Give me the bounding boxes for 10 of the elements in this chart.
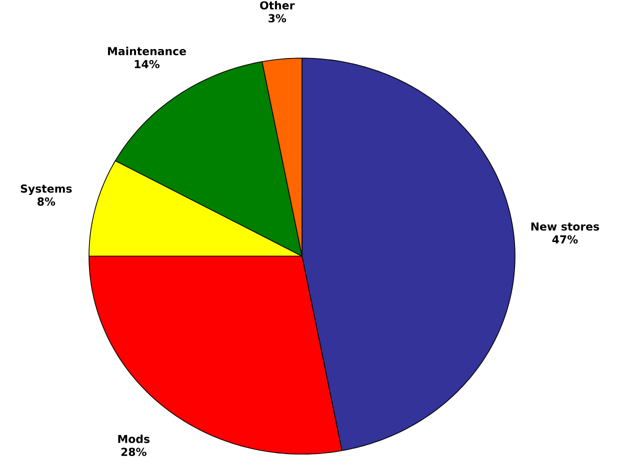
slice-label: Mods — [118, 434, 150, 444]
data-label: 3% — [268, 14, 286, 22]
slice-label: New stores — [531, 222, 600, 231]
slice-label: Systems — [20, 184, 72, 195]
data-label: 28% — [121, 448, 146, 456]
data-label: 14% — [134, 60, 160, 68]
slice-label: Maintenance — [108, 46, 186, 56]
data-label: 8% — [38, 197, 56, 206]
slice-label: Other — [260, 0, 295, 10]
data-label: 47% — [552, 235, 578, 244]
